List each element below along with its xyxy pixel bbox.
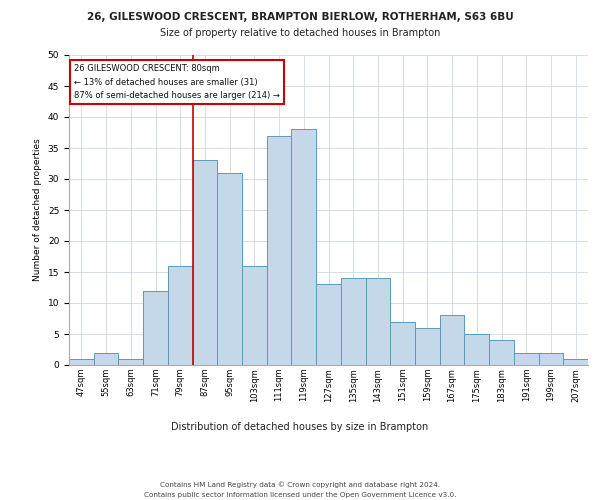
Bar bbox=[365, 278, 390, 365]
Bar bbox=[390, 322, 415, 365]
Bar bbox=[94, 352, 118, 365]
Bar bbox=[539, 352, 563, 365]
Bar bbox=[464, 334, 489, 365]
Bar bbox=[242, 266, 267, 365]
Text: Size of property relative to detached houses in Brampton: Size of property relative to detached ho… bbox=[160, 28, 440, 38]
Y-axis label: Number of detached properties: Number of detached properties bbox=[33, 138, 42, 282]
Bar bbox=[143, 290, 168, 365]
Bar bbox=[193, 160, 217, 365]
Text: Distribution of detached houses by size in Brampton: Distribution of detached houses by size … bbox=[172, 422, 428, 432]
Bar bbox=[415, 328, 440, 365]
Bar bbox=[316, 284, 341, 365]
Bar bbox=[341, 278, 365, 365]
Bar bbox=[563, 359, 588, 365]
Text: Contains HM Land Registry data © Crown copyright and database right 2024.: Contains HM Land Registry data © Crown c… bbox=[160, 481, 440, 488]
Bar bbox=[489, 340, 514, 365]
Text: Contains public sector information licensed under the Open Government Licence v3: Contains public sector information licen… bbox=[144, 492, 456, 498]
Bar bbox=[440, 316, 464, 365]
Bar bbox=[168, 266, 193, 365]
Bar bbox=[292, 130, 316, 365]
Bar bbox=[267, 136, 292, 365]
Bar bbox=[69, 359, 94, 365]
Text: 26, GILESWOOD CRESCENT, BRAMPTON BIERLOW, ROTHERHAM, S63 6BU: 26, GILESWOOD CRESCENT, BRAMPTON BIERLOW… bbox=[86, 12, 514, 22]
Text: 26 GILESWOOD CRESCENT: 80sqm
← 13% of detached houses are smaller (31)
87% of se: 26 GILESWOOD CRESCENT: 80sqm ← 13% of de… bbox=[74, 64, 280, 100]
Bar bbox=[217, 173, 242, 365]
Bar bbox=[118, 359, 143, 365]
Bar bbox=[514, 352, 539, 365]
